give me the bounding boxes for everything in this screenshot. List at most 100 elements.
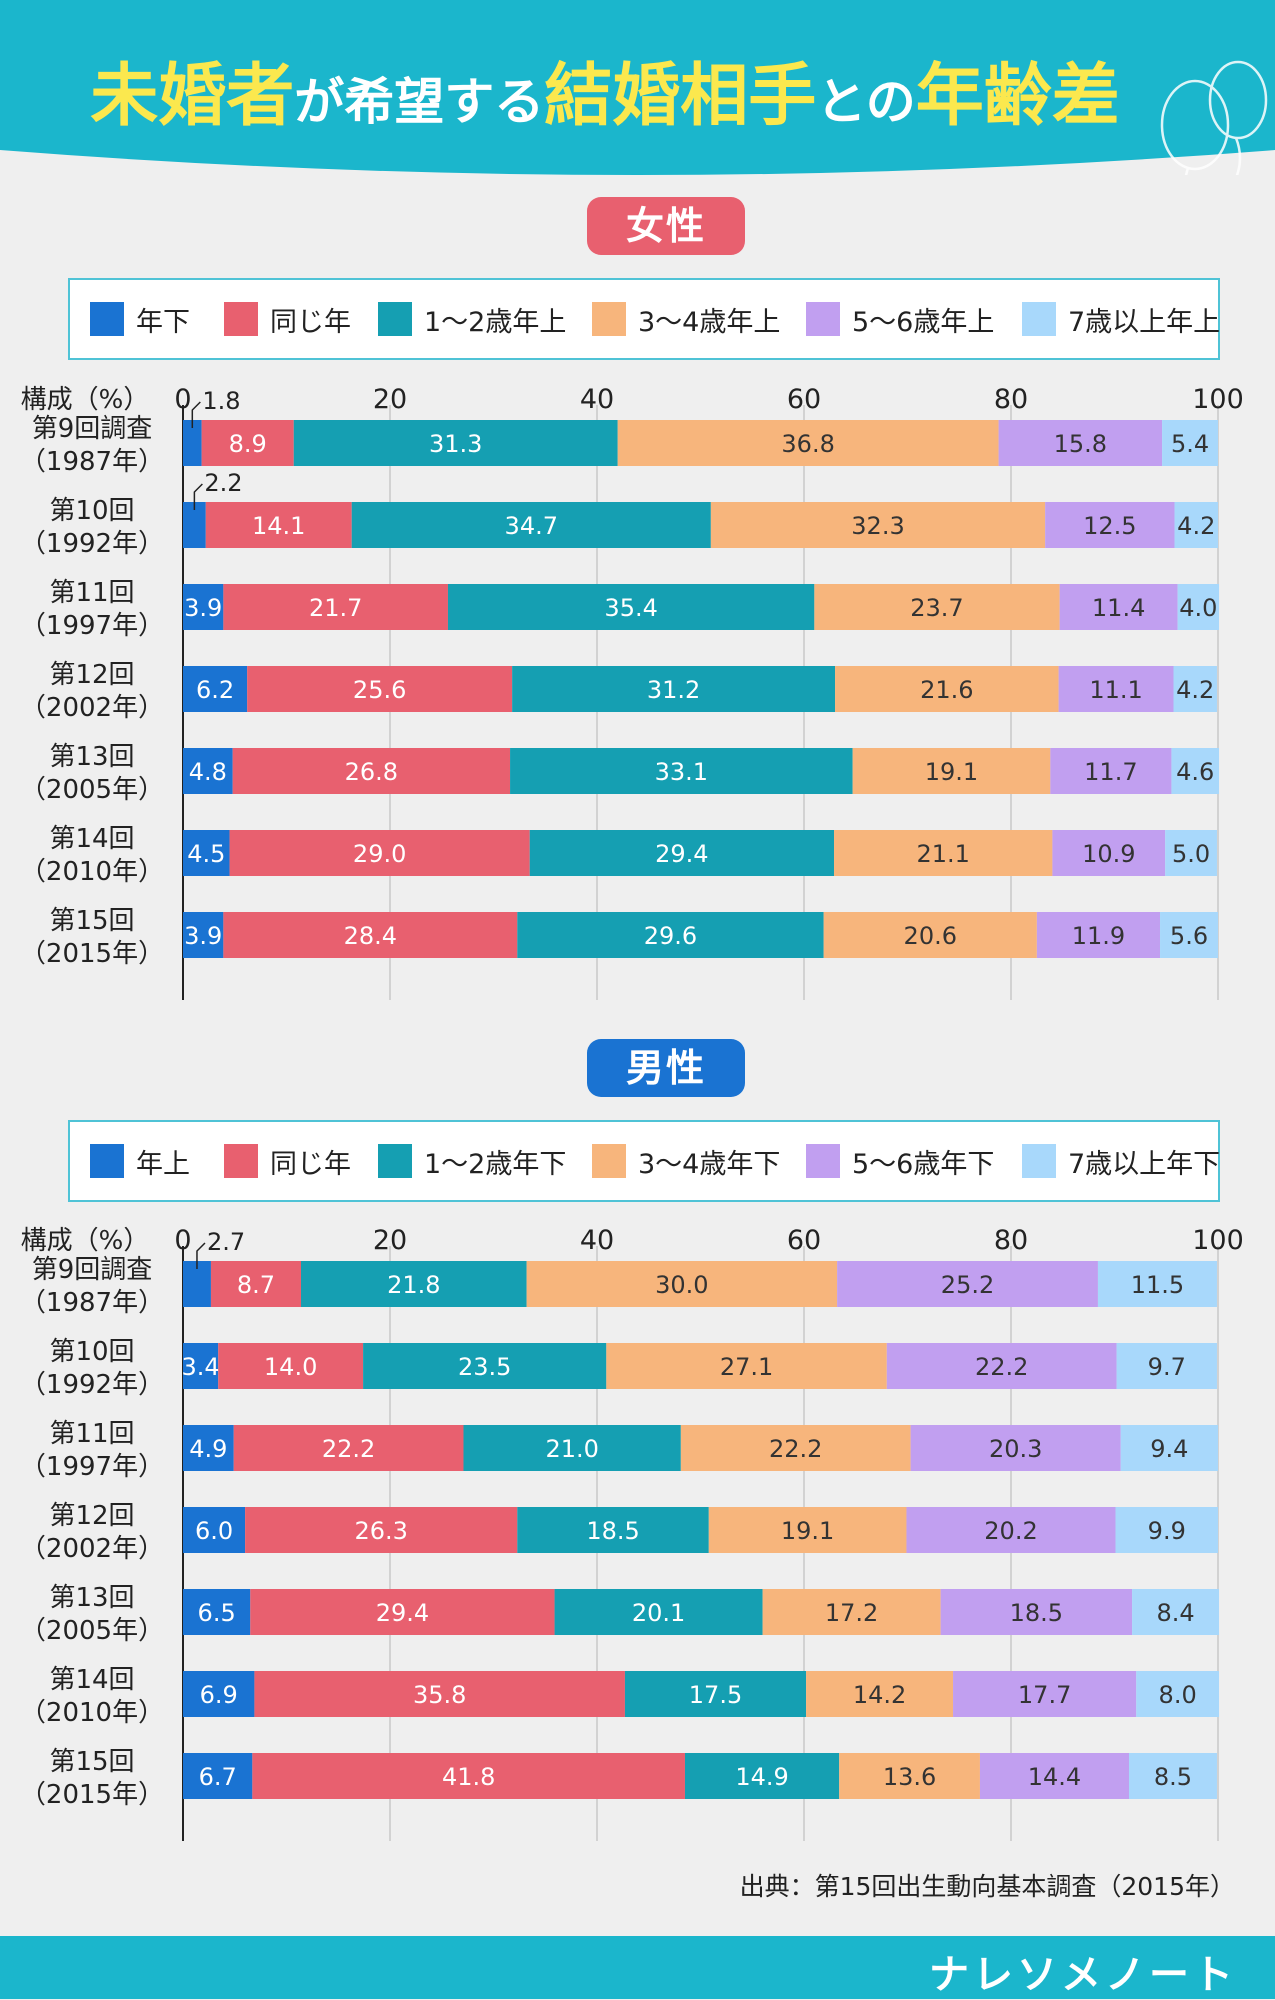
bar-segment — [979, 1753, 1129, 1799]
category-label: 第14回 — [49, 1665, 134, 1695]
legend-label: 5～6歳年下 — [852, 1148, 995, 1180]
category-label: 第12回 — [49, 660, 134, 690]
bar-segment — [183, 1425, 234, 1471]
bar-segment — [835, 666, 1059, 712]
legend-item-5: 7歳以上年上 — [1022, 280, 1220, 358]
bar-segment — [680, 1425, 911, 1471]
category-label: 第13回 — [49, 1583, 134, 1613]
data-label: 4.0 — [1179, 594, 1217, 622]
bar-segment — [1171, 748, 1220, 794]
data-label: 9.9 — [1148, 1517, 1186, 1545]
data-label: 21.6 — [920, 676, 973, 704]
bar-segment — [351, 502, 711, 548]
bar-segment — [183, 1753, 253, 1799]
data-label: 20.3 — [989, 1435, 1042, 1463]
title-part-4: 年齢差 — [915, 57, 1120, 136]
bar-segment — [684, 1753, 840, 1799]
data-label: 6.2 — [196, 676, 234, 704]
bar-segment — [447, 584, 815, 630]
data-label: 4.5 — [187, 840, 225, 868]
legend-swatch — [224, 1144, 258, 1178]
legend-swatch — [806, 302, 840, 336]
legend-label: 7歳以上年上 — [1068, 306, 1221, 338]
bar-segment — [183, 1589, 251, 1635]
data-label: 15.8 — [1054, 430, 1107, 458]
legend-swatch — [1022, 302, 1056, 336]
legend-item-1: 同じ年 — [224, 1122, 351, 1200]
bar-segment — [183, 830, 230, 876]
female-chart: 構成（%） 0 20 40 60 80 100 第9回調査（1987年） 1.8 8.9 31.3 3… — [20, 384, 1244, 1000]
category-label: （2010年） — [20, 1698, 164, 1728]
data-label: 21.0 — [545, 1435, 598, 1463]
data-label: 27.1 — [720, 1353, 773, 1381]
callout-line — [196, 1242, 206, 1269]
bar-segment — [834, 830, 1053, 876]
data-label: 17.5 — [689, 1681, 742, 1709]
data-label: 8.4 — [1156, 1599, 1194, 1627]
category-label: 第10回 — [49, 1337, 134, 1367]
category-label: 第15回 — [49, 1747, 134, 1777]
bar-segment — [529, 830, 835, 876]
bar-segment — [910, 1425, 1121, 1471]
legend-swatch — [592, 302, 626, 336]
bar-segment — [183, 1343, 219, 1389]
legend-swatch — [1022, 1144, 1056, 1178]
data-label: 35.8 — [413, 1681, 466, 1709]
data-label: 4.8 — [189, 758, 227, 786]
data-label: 23.7 — [910, 594, 963, 622]
bar-segment — [1174, 502, 1218, 548]
x-tick-label: 0 — [174, 384, 191, 415]
bar-segment — [463, 1425, 681, 1471]
data-label: 29.4 — [655, 840, 708, 868]
legend-item-3: 3～4歳年上 — [592, 280, 780, 358]
data-label: 35.4 — [604, 594, 657, 622]
legend-label: 同じ年 — [270, 1148, 351, 1180]
bar-segment — [223, 912, 518, 958]
callout-line — [193, 483, 203, 510]
legend-label: 3～4歳年上 — [638, 306, 781, 338]
legend-item-4: 5～6歳年下 — [806, 1122, 994, 1200]
data-label: 34.7 — [505, 512, 558, 540]
legend-label: 年下 — [136, 306, 190, 338]
data-label: 29.0 — [353, 840, 406, 868]
legend-item-2: 1～2歳年上 — [378, 280, 566, 358]
bar-segment — [232, 748, 511, 794]
female-legend: 年下 同じ年 1～2歳年上 3～4歳年上 5～6歳年上 7歳以上年上 — [68, 278, 1220, 360]
bar-segment — [183, 912, 224, 958]
data-label: 19.1 — [925, 758, 978, 786]
title-part-3: との — [816, 73, 916, 131]
data-label: 31.3 — [429, 430, 482, 458]
x-tick-label: 80 — [994, 384, 1028, 415]
bar-segment — [183, 666, 248, 712]
data-label: 18.5 — [1010, 1599, 1063, 1627]
legend-label: 5～6歳年上 — [852, 306, 995, 338]
category-label: （2010年） — [20, 857, 164, 887]
x-tick-label: 20 — [373, 384, 407, 415]
bar-segment — [526, 1261, 838, 1307]
category-label: 第10回 — [49, 496, 134, 526]
x-tick-label: 40 — [580, 384, 614, 415]
bar-segment — [510, 748, 853, 794]
bar-segment — [1050, 748, 1172, 794]
callout-line — [191, 401, 201, 428]
data-label: 23.5 — [458, 1353, 511, 1381]
category-label: 第13回 — [49, 742, 134, 772]
data-label: 14.1 — [252, 512, 305, 540]
legend-swatch — [224, 302, 258, 336]
legend-item-1: 同じ年 — [224, 280, 351, 358]
legend-item-4: 5～6歳年上 — [806, 280, 994, 358]
category-label: （1997年） — [20, 1452, 164, 1482]
data-label: 1.8 — [202, 387, 240, 415]
bar-segment — [998, 420, 1163, 466]
category-label: 第14回 — [49, 824, 134, 854]
data-label: 31.2 — [647, 676, 700, 704]
bar-segment — [247, 666, 513, 712]
bar-segment — [233, 1425, 464, 1471]
data-label: 29.4 — [376, 1599, 429, 1627]
data-label: 6.9 — [200, 1681, 238, 1709]
bar-segment — [814, 584, 1060, 630]
bar-segment — [823, 912, 1037, 958]
category-label: 第15回 — [49, 906, 134, 936]
data-label: 2.2 — [204, 469, 242, 497]
bar-segment — [886, 1343, 1117, 1389]
